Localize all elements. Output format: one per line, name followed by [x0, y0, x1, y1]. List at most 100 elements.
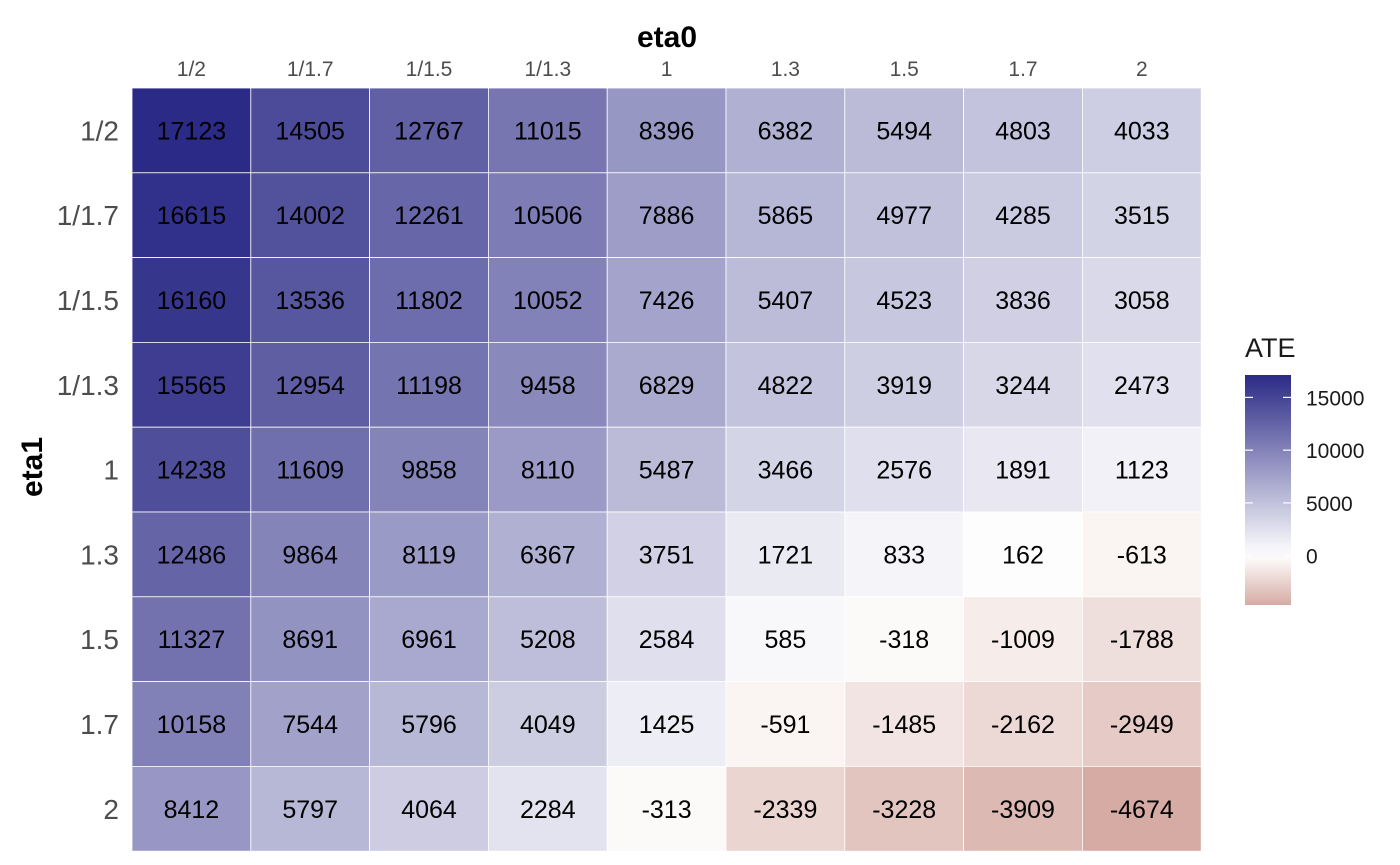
- cell-value-label: -3228: [872, 796, 936, 824]
- heatmap-cell: [1082, 766, 1202, 852]
- cell-value-label: -1485: [872, 711, 936, 739]
- heatmap-cell: [963, 511, 1083, 598]
- heatmap-cells: 17123 14505 12767 11015 8396 6382 5494 4803 4033…: [131, 87, 1202, 852]
- cell-value-label: 12954: [275, 372, 345, 400]
- x-tick-label: 1.5: [890, 58, 919, 81]
- heatmap-cell: [131, 596, 252, 682]
- heatmap-cell: [250, 766, 371, 852]
- heatmap-cell: [487, 257, 608, 343]
- cell-value-label: 10506: [513, 202, 583, 230]
- y-tick-label: 1.7: [80, 709, 119, 740]
- cell-value-label: 3836: [995, 287, 1051, 315]
- cell-value-label: 5494: [876, 117, 932, 145]
- cell-value-label: 4033: [1114, 117, 1170, 145]
- heatmap-cell: [131, 341, 252, 428]
- cell-value-label: 833: [883, 541, 925, 569]
- cell-value-label: 1123: [1115, 457, 1169, 485]
- x-tick-label: 1/1.5: [406, 58, 453, 81]
- cell-value-label: -613: [1117, 541, 1167, 569]
- x-tick-label: 1: [661, 58, 673, 81]
- heatmap-cell: [487, 766, 608, 852]
- cell-value-label: 11198: [396, 372, 462, 400]
- y-tick-label: 1.5: [80, 624, 119, 655]
- cell-value-label: 1425: [639, 711, 695, 739]
- cell-value-label: 17123: [157, 117, 227, 145]
- heatmap-cell: [369, 426, 489, 513]
- cell-value-label: -2339: [753, 796, 817, 824]
- heatmap-cell: [844, 257, 964, 343]
- cell-value-label: 10158: [157, 711, 227, 739]
- heatmap-cell: [369, 766, 489, 852]
- heatmap-cell: [1082, 681, 1202, 767]
- y-tick-label: 1/1.5: [57, 285, 119, 316]
- heatmap-cell: [606, 257, 727, 343]
- heatmap-cell: [844, 172, 964, 259]
- cell-value-label: 7544: [282, 711, 338, 739]
- cell-value-label: 8396: [639, 117, 695, 145]
- cell-value-label: 11609: [276, 457, 344, 485]
- heatmap-cell: [487, 87, 608, 174]
- cell-value-label: -1788: [1110, 626, 1174, 654]
- heatmap-cell: [725, 511, 846, 598]
- y-tick-label: 1: [103, 455, 119, 486]
- x-tick-label: 2: [1136, 58, 1148, 81]
- heatmap-cell: [250, 341, 371, 428]
- heatmap-cell: [250, 596, 371, 682]
- cell-value-label: 1721: [758, 541, 814, 569]
- cell-value-label: 4285: [995, 202, 1051, 230]
- cell-value-label: 16160: [157, 287, 227, 315]
- legend-color-bar: [1245, 375, 1291, 605]
- heatmap-cell: [250, 426, 371, 513]
- cell-value-label: -2162: [991, 711, 1055, 739]
- heatmap-cell: [725, 426, 846, 513]
- heatmap-cell: [131, 766, 252, 852]
- legend-title: ATE: [1245, 333, 1296, 363]
- x-axis-title: eta0: [637, 21, 697, 54]
- cell-value-label: 4049: [520, 711, 576, 739]
- heatmap-cell: [487, 172, 608, 259]
- y-tick-label: 1.3: [80, 539, 119, 570]
- cell-value-label: 3515: [1114, 202, 1170, 230]
- x-tick-labels: 1/2 1/1.7 1/1.5 1/1.3 1 1.3 1.5 1.7 2: [177, 58, 1148, 81]
- cell-value-label: 14238: [157, 457, 227, 485]
- cell-value-label: 5487: [639, 457, 695, 485]
- cell-value-label: 12261: [394, 202, 464, 230]
- heatmap-cell: [1082, 257, 1202, 343]
- cell-value-label: 5797: [282, 796, 338, 824]
- cell-value-label: -2949: [1110, 711, 1174, 739]
- cell-value-label: 12486: [157, 541, 227, 569]
- cell-value-label: 585: [765, 626, 807, 654]
- heatmap-cell: [844, 596, 964, 682]
- cell-value-label: 6382: [758, 117, 814, 145]
- cell-value-label: 5208: [520, 626, 576, 654]
- heatmap-cell: [131, 257, 252, 343]
- heatmap-cell: [963, 341, 1083, 428]
- cell-value-label: 7886: [639, 202, 695, 230]
- cell-value-label: 5407: [758, 287, 814, 315]
- cell-value-label: 6829: [639, 372, 695, 400]
- cell-value-label: -318: [879, 626, 929, 654]
- heatmap-cell: [131, 426, 252, 513]
- heatmap-cell: [606, 596, 727, 682]
- heatmap-cell: [606, 172, 727, 259]
- cell-value-label: 2576: [876, 457, 932, 485]
- heatmap-cell: [1082, 426, 1202, 513]
- heatmap-cell: [606, 511, 727, 598]
- cell-value-label: 3058: [1114, 287, 1170, 315]
- heatmap-cell: [369, 596, 489, 682]
- cell-value-label: 9864: [282, 541, 338, 569]
- heatmap-cell: [369, 172, 489, 259]
- cell-value-label: 11015: [514, 117, 582, 145]
- y-tick-label: 1/2: [80, 115, 119, 146]
- cell-value-label: 14505: [275, 117, 345, 145]
- cell-value-label: 4822: [758, 372, 814, 400]
- cell-value-label: 8110: [521, 457, 575, 485]
- cell-value-label: 2473: [1114, 372, 1170, 400]
- heatmap-cell: [963, 681, 1083, 767]
- y-tick-label: 2: [103, 794, 119, 825]
- cell-value-label: 8691: [282, 626, 338, 654]
- cell-value-label: 7426: [639, 287, 695, 315]
- cell-value-label: -4674: [1110, 796, 1174, 824]
- heatmap-cell: [369, 87, 489, 174]
- y-tick-labels: 1/2 1/1.7 1/1.5 1/1.3 1 1.3 1.5 1.7 2: [57, 115, 119, 824]
